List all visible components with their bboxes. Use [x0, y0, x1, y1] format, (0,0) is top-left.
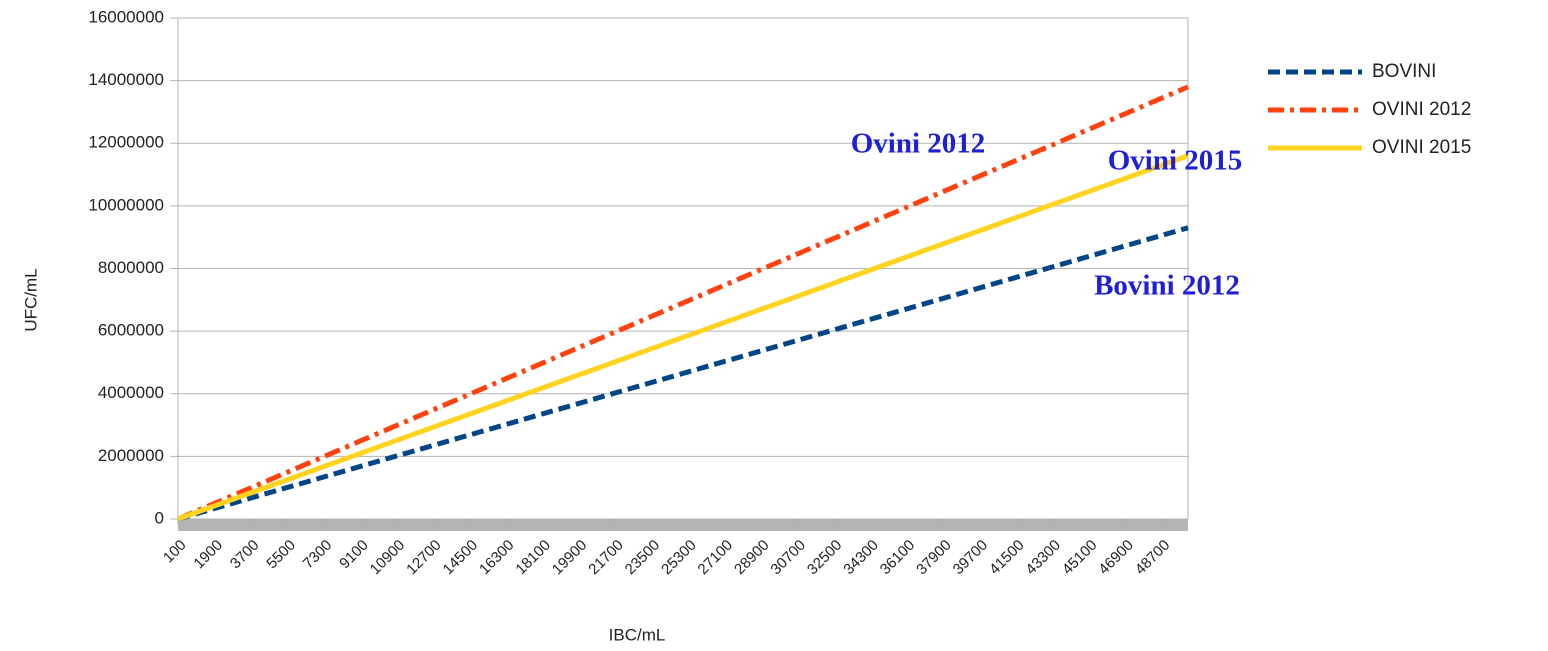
x-tick-label: 41500 — [986, 537, 1028, 579]
x-tick-label: 45100 — [1059, 537, 1101, 579]
x-tick-label: 43300 — [1023, 537, 1065, 579]
x-tick-label: 18100 — [512, 537, 554, 579]
annotation: Ovini 2012 — [851, 128, 986, 160]
y-axis-label: UFC/mL — [21, 268, 40, 331]
x-tick-label: 36100 — [877, 537, 919, 579]
x-tick-label: 7300 — [300, 537, 336, 573]
x-tick-label: 12700 — [403, 537, 445, 579]
x-tick-label: 10900 — [367, 537, 409, 579]
legend-label: OVINI 2015 — [1372, 137, 1471, 158]
x-axis-band — [178, 519, 1188, 531]
x-tick-label: 30700 — [767, 537, 809, 579]
x-tick-label: 23500 — [622, 537, 664, 579]
series-line — [177, 153, 1189, 522]
series-line — [177, 84, 1189, 522]
x-tick-label: 37900 — [913, 537, 955, 579]
x-tick-label: 25300 — [658, 537, 700, 579]
x-tick-label: 5500 — [263, 537, 299, 573]
y-tick-label: 8000000 — [98, 258, 164, 277]
y-tick-label: 0 — [155, 508, 164, 527]
y-tick-label: 10000000 — [88, 195, 164, 214]
x-axis-label: IBC/mL — [609, 625, 666, 644]
x-tick-label: 3700 — [227, 537, 263, 573]
legend-label: BOVINI — [1372, 61, 1436, 82]
x-tick-label: 19900 — [549, 537, 591, 579]
x-tick-label: 21700 — [585, 537, 627, 579]
x-tick-label: 48700 — [1132, 537, 1174, 579]
legend-label: OVINI 2012 — [1372, 99, 1471, 120]
y-tick-label: 6000000 — [98, 321, 164, 340]
x-tick-label: 1900 — [190, 537, 226, 573]
x-tick-label: 28900 — [731, 537, 773, 579]
y-tick-label: 4000000 — [98, 383, 164, 402]
y-tick-label: 14000000 — [88, 70, 164, 89]
annotation: Ovini 2015 — [1108, 145, 1243, 177]
x-tick-label: 27100 — [695, 537, 737, 579]
x-tick-label: 34300 — [840, 537, 882, 579]
x-tick-label: 39700 — [950, 537, 992, 579]
y-tick-label: 2000000 — [98, 446, 164, 465]
annotation: Bovini 2012 — [1094, 270, 1240, 302]
y-tick-label: 12000000 — [88, 133, 164, 152]
x-tick-label: 32500 — [804, 537, 846, 579]
x-tick-label: 14500 — [440, 537, 482, 579]
x-tick-label: 46900 — [1095, 537, 1137, 579]
y-tick-label: 16000000 — [88, 7, 164, 26]
series-line — [177, 225, 1189, 522]
x-tick-label: 100 — [160, 537, 190, 567]
x-tick-label: 16300 — [476, 537, 518, 579]
